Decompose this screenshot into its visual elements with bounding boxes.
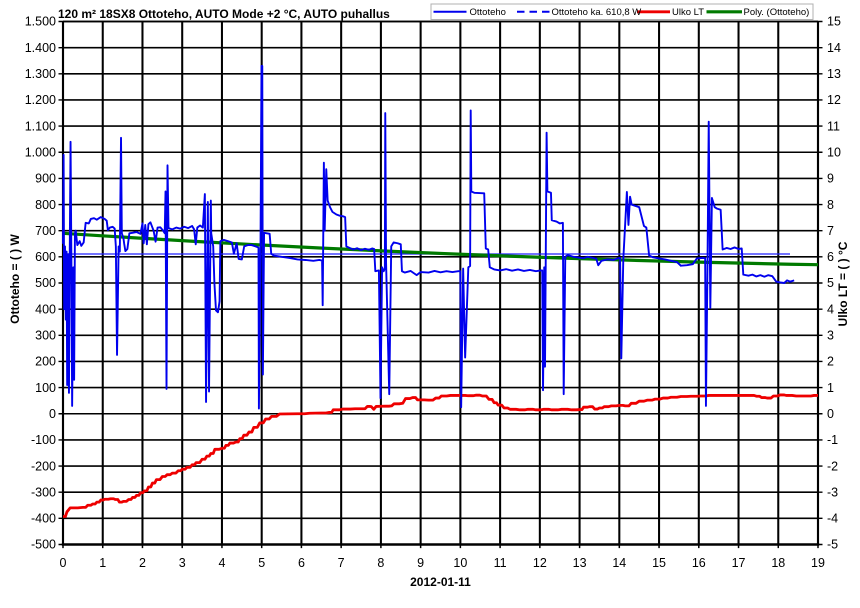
svg-text:9: 9 — [827, 172, 834, 186]
svg-text:900: 900 — [35, 172, 56, 186]
svg-text:15: 15 — [652, 556, 666, 570]
svg-text:13: 13 — [573, 556, 587, 570]
svg-text:-5: -5 — [827, 538, 838, 552]
svg-text:6: 6 — [827, 250, 834, 264]
svg-text:3: 3 — [827, 329, 834, 343]
svg-text:5: 5 — [258, 556, 265, 570]
svg-text:10: 10 — [453, 556, 467, 570]
svg-text:0: 0 — [827, 407, 834, 421]
svg-text:-400: -400 — [31, 512, 56, 526]
svg-text:-200: -200 — [31, 459, 56, 473]
svg-text:12: 12 — [827, 93, 841, 107]
svg-text:8: 8 — [827, 198, 834, 212]
svg-text:300: 300 — [35, 329, 56, 343]
svg-text:Ulko LT: Ulko LT — [672, 7, 704, 18]
svg-text:7: 7 — [338, 556, 345, 570]
svg-text:600: 600 — [35, 250, 56, 264]
svg-text:8: 8 — [377, 556, 384, 570]
svg-text:-3: -3 — [827, 485, 838, 499]
svg-text:1: 1 — [827, 381, 834, 395]
svg-text:9: 9 — [417, 556, 424, 570]
svg-text:2012-01-11: 2012-01-11 — [410, 575, 471, 589]
svg-text:-100: -100 — [31, 433, 56, 447]
svg-text:Ulko LT = ( ) °C: Ulko LT = ( ) °C — [836, 241, 850, 326]
svg-text:1.100: 1.100 — [25, 119, 56, 133]
svg-text:Poly. (Ottoteho): Poly. (Ottoteho) — [744, 7, 810, 18]
svg-text:1.200: 1.200 — [25, 93, 56, 107]
svg-text:6: 6 — [298, 556, 305, 570]
svg-text:14: 14 — [827, 41, 841, 55]
svg-text:7: 7 — [827, 224, 834, 238]
svg-text:10: 10 — [827, 145, 841, 159]
svg-text:17: 17 — [732, 556, 746, 570]
svg-text:2: 2 — [827, 355, 834, 369]
svg-text:1.500: 1.500 — [25, 15, 56, 29]
svg-text:3: 3 — [179, 556, 186, 570]
svg-text:-4: -4 — [827, 512, 838, 526]
svg-text:-1: -1 — [827, 433, 838, 447]
svg-text:16: 16 — [692, 556, 706, 570]
svg-text:15: 15 — [827, 15, 841, 29]
svg-text:800: 800 — [35, 198, 56, 212]
svg-text:19: 19 — [811, 556, 825, 570]
svg-text:700: 700 — [35, 224, 56, 238]
svg-text:1.400: 1.400 — [25, 41, 56, 55]
svg-text:5: 5 — [827, 276, 834, 290]
svg-text:1.300: 1.300 — [25, 67, 56, 81]
svg-text:2: 2 — [139, 556, 146, 570]
svg-text:11: 11 — [827, 119, 840, 133]
svg-text:-500: -500 — [31, 538, 56, 552]
svg-text:500: 500 — [35, 276, 56, 290]
svg-text:11: 11 — [494, 556, 507, 570]
svg-text:14: 14 — [612, 556, 626, 570]
svg-text:Ottoteho = ( ) W: Ottoteho = ( ) W — [8, 234, 22, 324]
svg-text:120 m² 18SX8 Ottoteho, AUTO Mo: 120 m² 18SX8 Ottoteho, AUTO Mode +2 °C, … — [58, 7, 390, 21]
svg-text:0: 0 — [49, 407, 56, 421]
svg-text:400: 400 — [35, 302, 56, 316]
svg-text:4: 4 — [218, 556, 225, 570]
svg-text:-2: -2 — [827, 459, 838, 473]
svg-text:200: 200 — [35, 355, 56, 369]
svg-text:1.000: 1.000 — [25, 145, 56, 159]
svg-text:13: 13 — [827, 67, 841, 81]
svg-text:12: 12 — [533, 556, 547, 570]
svg-text:Ottoteho: Ottoteho — [470, 7, 506, 18]
svg-text:-300: -300 — [31, 485, 56, 499]
svg-text:100: 100 — [35, 381, 56, 395]
svg-text:1: 1 — [99, 556, 106, 570]
svg-text:4: 4 — [827, 302, 834, 316]
svg-text:18: 18 — [771, 556, 785, 570]
svg-text:0: 0 — [60, 556, 67, 570]
svg-text:Ottoteho ka. 610,8 W: Ottoteho ka. 610,8 W — [552, 7, 642, 18]
